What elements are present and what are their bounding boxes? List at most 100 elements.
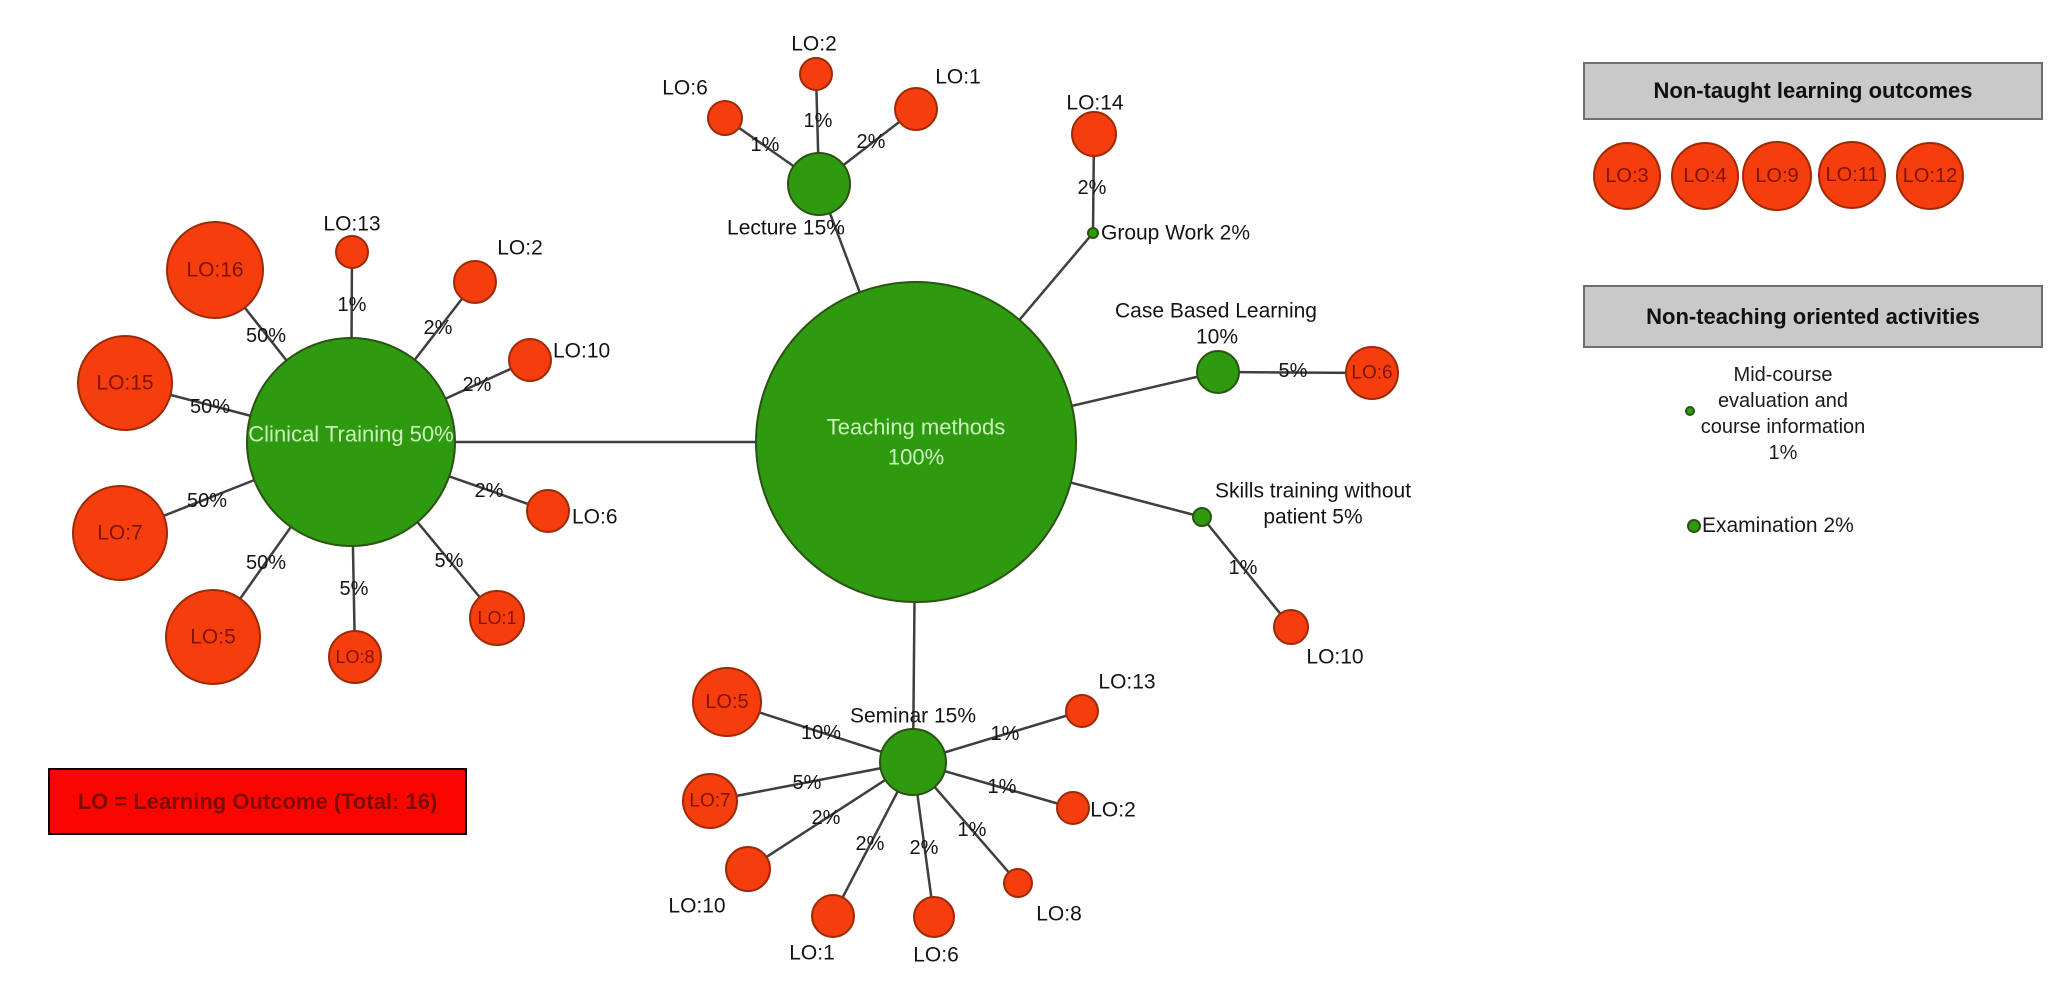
node-group-work (1087, 227, 1099, 239)
node-cbl-lo6 (1345, 346, 1399, 400)
edge-clinical-lo1-label: 5% (435, 550, 464, 572)
node-lecture (787, 152, 851, 216)
node-seminar-lo2 (1056, 791, 1090, 825)
label-lecture-lo1: LO:1 (935, 66, 981, 89)
node-teaching-methods-label: 100% (888, 445, 944, 470)
node-skills-lo10 (1273, 609, 1309, 645)
legend-header-non-teaching-label: Non-teaching oriented activities (1646, 303, 1980, 329)
edge-clinical-lo7-label: 50% (187, 490, 227, 512)
node-lo14 (1071, 111, 1117, 157)
legend-mid-course-text: Mid-course evaluation and course informa… (1683, 362, 1883, 466)
node-seminar (879, 728, 947, 796)
label-seminar-lo13: LO:13 (1098, 671, 1155, 694)
node-clinical-lo16 (166, 221, 264, 319)
node-clinical-lo2 (453, 260, 497, 304)
edge-seminar-lo1-label: 2% (856, 833, 885, 855)
node-seminar-lo8 (1003, 868, 1033, 898)
node-seminar-lo6 (913, 896, 955, 938)
edge-clinical-lo5-label: 50% (246, 552, 286, 574)
legend-examination-text: Examination 2% (1702, 514, 1854, 537)
label-clinical-lo10: LO:10 (553, 340, 610, 363)
node-lecture-lo1 (894, 87, 938, 131)
edge-clinical-lo8-label: 5% (340, 578, 369, 600)
label-lecture-lo2: LO:2 (791, 33, 837, 56)
edge-seminar-lo5-label: 10% (801, 722, 841, 744)
dot-examination (1687, 519, 1701, 533)
edge-seminar-lo2-label: 1% (988, 776, 1017, 798)
node-clinical-lo15-label: LO:15 (96, 372, 153, 395)
legend-header-non-teaching: Non-teaching oriented activities (1583, 285, 2043, 348)
label-cbl-line1: Case Based Learning (1115, 300, 1317, 323)
node-seminar-lo10 (725, 846, 771, 892)
node-clinical-lo5-label: LO:5 (190, 626, 236, 649)
node-clinical-lo13 (335, 235, 369, 269)
legend-node-lo3-label: LO:3 (1605, 165, 1648, 187)
node-lecture-lo6 (707, 100, 743, 136)
edge-seminar-lo6-label: 2% (910, 837, 939, 859)
edge-seminar-lo13-label: 1% (991, 723, 1020, 745)
legend-mid-course-line1: Mid-course (1733, 364, 1833, 386)
legend-node-lo4-label: LO:4 (1683, 165, 1726, 187)
label-clinical-lo13: LO:13 (323, 213, 380, 236)
node-teaching-methods-label: Teaching methods (827, 415, 1006, 440)
edge-seminar-lo7-label: 5% (793, 772, 822, 794)
edge-clinical-lo13-label: 1% (338, 294, 367, 316)
node-teaching-methods (755, 281, 1077, 603)
node-seminar-lo5-label: LO:5 (705, 691, 748, 713)
node-clinical-lo5 (165, 589, 261, 685)
label-cbl-line2: 10% (1196, 326, 1238, 349)
edge-clinical-lo15-label: 50% (190, 396, 230, 418)
node-clinical-lo8 (328, 630, 382, 684)
legend-node-lo9-label: LO:9 (1755, 165, 1798, 187)
legend-node-lo3 (1593, 142, 1661, 210)
label-seminar-lo8: LO:8 (1036, 903, 1082, 926)
label-lecture-lo6: LO:6 (662, 77, 708, 100)
node-clinical-lo6 (526, 489, 570, 533)
edge-cbl-lo6-label: 5% (1279, 360, 1308, 382)
label-lo14: LO:14 (1066, 92, 1124, 115)
label-skills-lo10: LO:10 (1306, 646, 1363, 669)
node-lecture-lo2 (799, 57, 833, 91)
legend-node-lo4 (1671, 142, 1739, 210)
node-clinical-lo16-label: LO:16 (186, 259, 243, 282)
legend-node-lo12 (1896, 142, 1964, 210)
label-seminar-lo2: LO:2 (1090, 799, 1136, 822)
node-clinical-lo1-label: LO:1 (477, 608, 516, 628)
legend-header-non-taught: Non-taught learning outcomes (1583, 62, 2043, 120)
label-seminar: Seminar 15% (850, 705, 976, 728)
edge-clinical-lo2-label: 2% (424, 317, 453, 339)
label-group-work: Group Work 2% (1101, 222, 1250, 245)
node-cbl-lo6-label: LO:6 (1351, 363, 1392, 384)
node-seminar-lo1 (811, 894, 855, 938)
legend-node-lo11-label: LO:11 (1826, 164, 1879, 186)
node-clinical-lo7-label: LO:7 (97, 522, 143, 545)
edge-skills-lo10-label: 1% (1229, 557, 1258, 579)
edge-lecture-lo6-label: 1% (751, 134, 780, 156)
label-seminar-lo1: LO:1 (789, 942, 835, 965)
node-clinical-training-label: Clinical Training 50% (248, 422, 453, 447)
node-seminar-lo7 (682, 773, 738, 829)
label-skills-line1: Skills training without (1215, 480, 1411, 503)
edge-lecture-lo1-label: 2% (857, 131, 886, 153)
lo-note-box: LO = Learning Outcome (Total: 16) (48, 768, 467, 835)
legend-mid-course-line4: 1% (1768, 442, 1798, 464)
edge-clinical-lo10-label: 2% (463, 374, 492, 396)
node-skills-training (1192, 507, 1212, 527)
node-clinical-lo15 (77, 335, 173, 431)
edge-clinical-lo16-label: 50% (246, 325, 286, 347)
edge-lecture-lo2-label: 1% (804, 110, 833, 132)
label-clinical-lo6: LO:6 (572, 506, 618, 529)
node-clinical-training (246, 337, 456, 547)
node-clinical-lo1 (469, 590, 525, 646)
edge-seminar-lo10-label: 2% (812, 807, 841, 829)
edge-seminar-lo7 (709, 760, 914, 803)
node-seminar-lo7-label: LO:7 (689, 791, 730, 812)
edge-clinical-lo6-label: 2% (475, 480, 504, 502)
edge-seminar-lo8-label: 1% (958, 819, 987, 841)
legend-node-lo12-label: LO:12 (1903, 165, 1957, 187)
label-lecture: Lecture 15% (727, 217, 845, 240)
label-seminar-lo10: LO:10 (668, 895, 725, 918)
lo-note-label: LO = Learning Outcome (Total: 16) (77, 788, 438, 814)
node-seminar-lo13 (1065, 694, 1099, 728)
